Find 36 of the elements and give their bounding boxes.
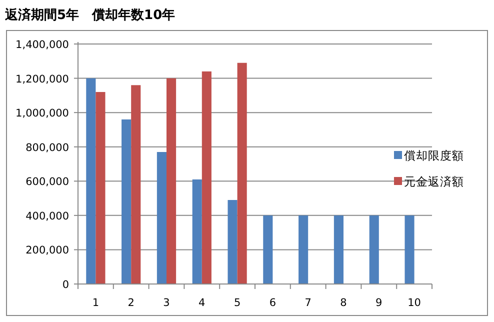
y-tick-label: 800,000 bbox=[26, 142, 69, 154]
bar bbox=[369, 215, 379, 284]
bar bbox=[86, 78, 96, 284]
y-tick-label: 400,000 bbox=[26, 210, 69, 222]
x-tick-label: 10 bbox=[408, 297, 421, 309]
bar bbox=[131, 85, 141, 284]
bar bbox=[96, 92, 106, 284]
x-tick-label: 3 bbox=[163, 297, 170, 309]
x-tick-label: 2 bbox=[128, 297, 134, 309]
bar bbox=[404, 215, 414, 284]
bar bbox=[263, 215, 273, 284]
x-tick-label: 6 bbox=[269, 297, 276, 309]
y-tick-label: 1,000,000 bbox=[16, 108, 69, 120]
bar bbox=[156, 152, 166, 284]
legend-label: 償却限度額 bbox=[404, 148, 464, 162]
x-tick-label: 9 bbox=[376, 297, 382, 309]
bar bbox=[122, 119, 132, 284]
y-tick-label: 1,200,000 bbox=[16, 73, 69, 86]
y-tick-label: 1,400,000 bbox=[16, 39, 69, 51]
bar bbox=[228, 200, 238, 284]
bar bbox=[166, 78, 176, 284]
y-tick-label: 0 bbox=[62, 279, 69, 291]
bar bbox=[202, 71, 212, 284]
y-tick-label: 200,000 bbox=[26, 244, 69, 257]
x-tick-label: 5 bbox=[234, 297, 241, 309]
bar bbox=[237, 62, 247, 284]
legend-label: 元金返済額 bbox=[404, 174, 464, 188]
chart-title: 返済期間5年 償却年数10年 bbox=[4, 7, 176, 23]
bar bbox=[334, 215, 344, 284]
bar bbox=[192, 179, 202, 284]
bar bbox=[298, 215, 308, 284]
x-tick-label: 8 bbox=[340, 297, 347, 309]
y-tick-label: 600,000 bbox=[26, 176, 69, 188]
x-tick-label: 4 bbox=[198, 297, 206, 309]
x-tick-label: 1 bbox=[92, 297, 100, 309]
x-tick-label: 7 bbox=[304, 297, 312, 309]
